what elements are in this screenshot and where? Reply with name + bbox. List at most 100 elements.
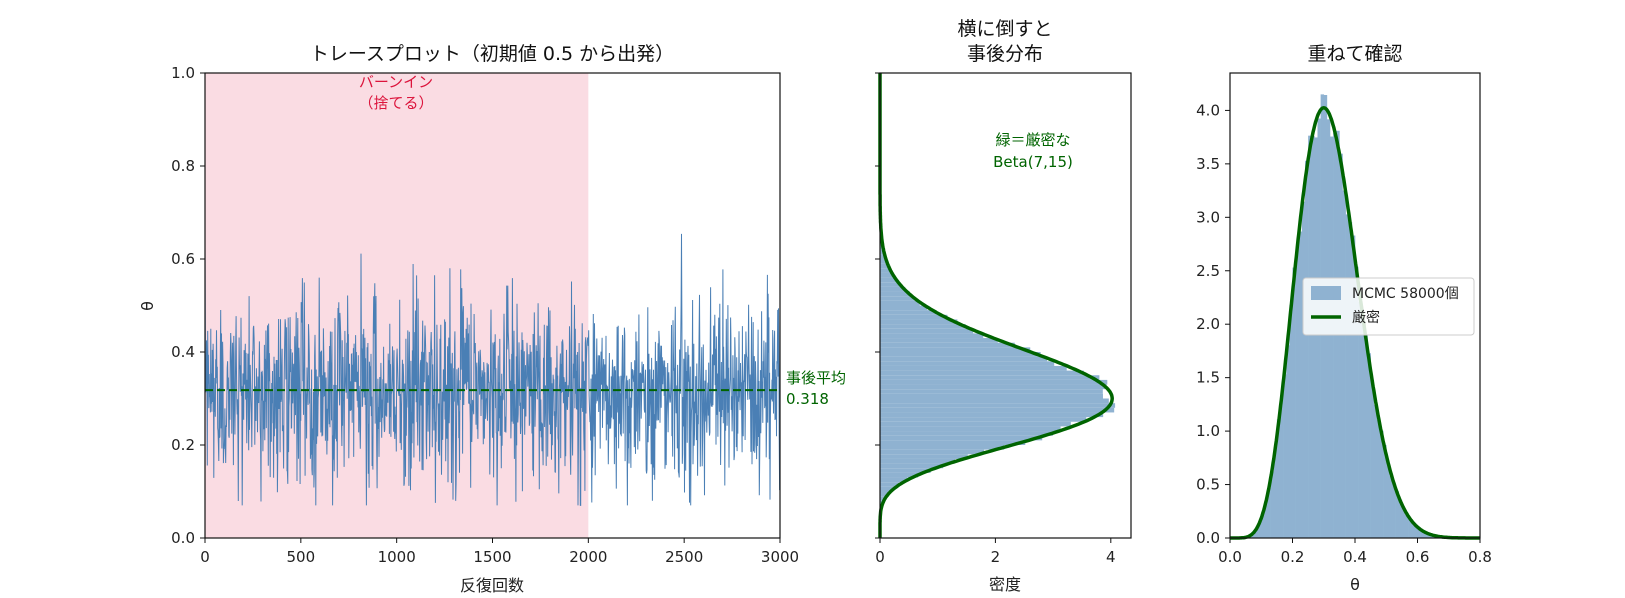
overlay-panel: 0.0 0.2 0.4 0.6 0.8 0.0 0.5 1.0 1.5 2.0 2.5 3.0 3.5 4… xyxy=(1196,43,1492,594)
overlay-hist-bar xyxy=(1370,379,1375,538)
overlay-hist-bar xyxy=(1280,395,1284,538)
rotated-hist-bar xyxy=(880,435,1043,441)
trace-ytick-label: 0.0 xyxy=(171,529,195,547)
overlay-hist-bar xyxy=(1308,135,1312,538)
overlay-hist-bar xyxy=(1361,323,1365,538)
trace-ytick-label: 0.4 xyxy=(171,343,195,361)
posterior-mean-label-1: 事後平均 xyxy=(786,369,846,387)
trace-lines xyxy=(204,233,781,506)
trace-title: トレースプロット（初期値 0.5 から出発） xyxy=(310,43,674,65)
overlay-hist-bar xyxy=(1358,301,1362,538)
overlay-hist-bar xyxy=(1426,533,1431,538)
rotated-hist-bar xyxy=(880,472,919,478)
overlay-hist-bar xyxy=(1264,500,1268,538)
overlay-hist-bar xyxy=(1376,419,1381,538)
overlay-hist-bar xyxy=(1417,528,1421,538)
overlay-hist-bar xyxy=(1267,488,1271,538)
trace-ylabel: θ xyxy=(138,301,157,311)
legend-exact-label: 厳密 xyxy=(1352,309,1380,326)
overlay-ytick-label: 3.5 xyxy=(1196,155,1220,173)
rotated-hist-bar xyxy=(880,310,937,315)
overlay-xtick-label: 0.8 xyxy=(1468,548,1492,566)
trace-xtick-label: 3000 xyxy=(761,548,799,566)
trace-line-burn-in xyxy=(204,246,589,506)
trace-ytick-label: 1.0 xyxy=(171,64,195,82)
overlay-xtick-label: 0.2 xyxy=(1281,548,1305,566)
rotated-hist-bar xyxy=(880,347,1031,352)
trace-xtick-label: 500 xyxy=(287,548,316,566)
trace-xtick-label: 2500 xyxy=(665,548,703,566)
rotated-hist-bar xyxy=(880,375,1100,380)
overlay-hist-bar xyxy=(1401,508,1406,538)
overlay-hist-bar xyxy=(1389,475,1393,538)
overlay-ytick-label: 4.0 xyxy=(1196,101,1220,119)
rotated-hist-bar xyxy=(880,440,1026,445)
rotated-hist-bar xyxy=(880,403,1116,408)
overlay-hist-bar xyxy=(1386,462,1390,538)
rotated-hist-bar xyxy=(880,370,1084,376)
rotated-hist-bar xyxy=(880,254,886,259)
rotated-hist-bar xyxy=(880,328,974,334)
overlay-xtick-label: 0.0 xyxy=(1218,548,1242,566)
overlay-hist-bar xyxy=(1298,231,1303,539)
rotated-hist-bar xyxy=(880,379,1108,385)
trace-xtick-label: 2000 xyxy=(569,548,607,566)
rotated-hist-bar xyxy=(880,407,1115,413)
overlay-hist-bar xyxy=(1345,214,1350,539)
overlay-hist-bar xyxy=(1411,521,1415,538)
trace-xtick-label: 0 xyxy=(200,548,210,566)
rotated-hist-bar xyxy=(880,421,1071,427)
rotated-hist-bar xyxy=(880,468,931,473)
overlay-hist-bar xyxy=(1414,525,1418,538)
overlay-hist-bar xyxy=(1314,137,1318,539)
trace-xlabel: 反復回数 xyxy=(460,576,524,595)
overlay-ytick-label: 2.5 xyxy=(1196,262,1220,280)
rotated-hist-bar xyxy=(880,431,1053,436)
overlay-hist-bar xyxy=(1364,335,1368,538)
trace-panel: 0 500 1000 1500 2000 2500 3000 0.0 0.2 0.4 0.6 0.8 1… xyxy=(138,43,846,595)
rotated-hist-bar xyxy=(880,282,901,287)
trace-ticks: 0 500 1000 1500 2000 2500 3000 0.0 0.2 0.4 0.6 0.8 1… xyxy=(171,64,799,566)
overlay-hist-bar xyxy=(1380,430,1384,538)
overlay-hist-bar xyxy=(1373,404,1378,538)
overlay-hist-bar xyxy=(1351,235,1356,539)
trace-xtick-label: 1500 xyxy=(473,548,511,566)
overlay-hist-bar xyxy=(1295,246,1300,538)
rotated-hist-bar xyxy=(880,272,893,278)
rotated-hist-bar xyxy=(880,324,966,329)
rotated-hist-bar xyxy=(880,454,968,459)
rotated-xtick-label: 0 xyxy=(875,548,885,566)
overlay-hist-bar xyxy=(1405,514,1409,538)
rotated-frame xyxy=(879,72,1132,539)
overlay-hist-bar xyxy=(1286,345,1290,538)
rotated-xtick-label: 4 xyxy=(1106,548,1116,566)
rotated-xtick-label: 2 xyxy=(991,548,1001,566)
exact-annotation-1: 緑＝厳密な xyxy=(995,131,1070,149)
rotated-hist-bar xyxy=(880,491,889,497)
rotated-hist-bar xyxy=(880,300,920,306)
overlay-hist-bar xyxy=(1423,532,1428,538)
rotated-hist-bar xyxy=(880,361,1055,366)
rotated-hist-bar xyxy=(880,352,1041,357)
rotated-hist-bar xyxy=(880,477,908,483)
overlay-xtick-label: 0.6 xyxy=(1406,548,1430,566)
rotated-title-1: 横に倒すと xyxy=(957,18,1052,40)
rotated-hist-bar xyxy=(880,482,899,487)
burn-in-label-1: バーンイン xyxy=(359,73,433,91)
overlay-hist-bar xyxy=(1251,532,1256,538)
rotated-hist-bar xyxy=(880,314,948,320)
trace-line-sampling xyxy=(587,233,781,506)
trace-xtick-label: 1000 xyxy=(378,548,416,566)
rotated-hist-bar xyxy=(880,333,984,339)
rotated-hist-bar xyxy=(880,319,958,325)
rotated-hist-bar xyxy=(880,268,891,273)
overlay-hist-bar xyxy=(1276,419,1281,538)
overlay-hist-bar xyxy=(1348,222,1353,539)
rotated-hist-bar xyxy=(880,426,1061,432)
legend-box xyxy=(1302,277,1475,336)
rotated-hist-bar xyxy=(880,384,1107,390)
overlay-hist-bar xyxy=(1270,471,1275,538)
rotated-panel: 0 2 4 横に倒すと 事後分布 密度 緑＝厳密な Beta(7,15) xyxy=(875,18,1132,594)
overlay-hist-bar xyxy=(1255,528,1259,538)
